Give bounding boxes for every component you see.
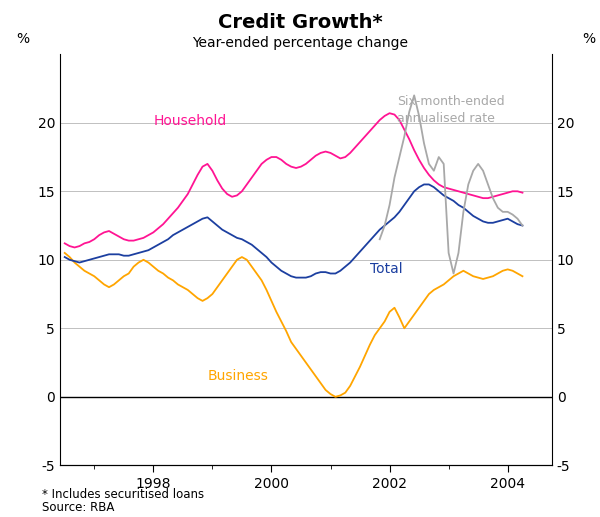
Text: Six-month-ended
annualised rate: Six-month-ended annualised rate bbox=[397, 95, 505, 126]
Text: Source: RBA: Source: RBA bbox=[42, 501, 115, 514]
Text: Business: Business bbox=[208, 369, 268, 383]
Text: Credit Growth*: Credit Growth* bbox=[218, 13, 382, 32]
Text: %: % bbox=[583, 32, 595, 46]
Text: %: % bbox=[17, 32, 29, 46]
Text: Total: Total bbox=[370, 262, 403, 276]
Text: * Includes securitised loans: * Includes securitised loans bbox=[42, 489, 204, 501]
Text: Household: Household bbox=[154, 114, 227, 128]
Text: Year-ended percentage change: Year-ended percentage change bbox=[192, 36, 408, 50]
